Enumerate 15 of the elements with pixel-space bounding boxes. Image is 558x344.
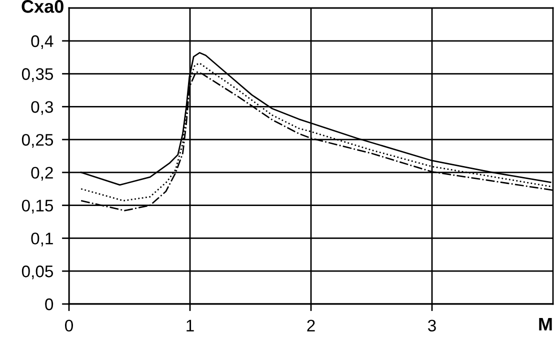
y-tick-label: 0,35	[22, 68, 54, 82]
x-tick-label: 3	[428, 320, 436, 332]
x-tick-label: 0	[65, 320, 73, 332]
y-tick-label: 0,2	[31, 166, 53, 181]
x-tick-label: 1	[186, 320, 194, 332]
y-tick-label: 0,05	[22, 266, 54, 280]
x-axis-title: M	[539, 318, 552, 330]
y-axis-title: Cxa0	[22, 0, 64, 13]
y-tick-label: 0,3	[31, 101, 53, 115]
y-tick-label: 0,25	[22, 134, 54, 148]
y-tick-label: 0,15	[22, 200, 54, 214]
y-tick-label: 0,1	[31, 232, 53, 246]
y-tick-label: 0	[45, 298, 54, 310]
x-tick-label: 2	[307, 320, 315, 332]
y-tick-label: 0,4	[31, 35, 54, 50]
